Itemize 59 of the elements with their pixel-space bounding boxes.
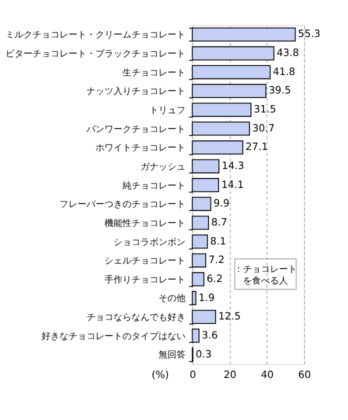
bar [192,27,296,42]
bar [192,196,212,211]
y-tick-label: パンワークチョコレート [85,124,186,135]
bar [192,84,266,98]
annotation: ：チョコレートを食べる人 [234,264,297,287]
bar [192,272,204,286]
x-axis-title: (%) [152,370,170,382]
bar [192,178,220,192]
y-tick-label: ガナッシュ [140,162,186,172]
y-tick-label: ショコラボンボン [113,236,186,248]
y-tick-label: 手作りチョコレート [104,274,186,286]
bar [192,290,196,306]
bar [192,46,274,60]
bar [192,65,271,80]
y-tick-label: ビターチョコレート・ブラックチョコレート [5,48,186,60]
y-tick-label: 生チョコレート [122,67,186,78]
y-tick-label: トリュフ [149,106,186,116]
x-tick-label: 40 [260,370,274,382]
y-tick-label: 純チョコレート [122,180,186,192]
y-tick-label: 無回答 [158,350,186,361]
y-tick-label: その他 [158,293,186,304]
data-label: 41.8 [272,66,296,78]
data-label: 14.1 [221,180,244,191]
data-label: 9.9 [214,198,230,210]
data-label: 27.1 [246,142,268,154]
bar [192,328,200,343]
data-label: 8.1 [210,236,226,248]
data-label: 3.6 [202,330,218,342]
x-tick-label: 20 [224,370,236,382]
x-tick-label: 0 [190,370,196,382]
data-label: 0.3 [196,349,212,360]
bar [192,216,209,230]
data-label: 43.8 [276,48,300,60]
data-label: 6.2 [206,274,223,285]
bar [192,310,216,324]
data-label: 14.3 [222,161,244,172]
bar [192,234,208,249]
y-tick-label: 好きなチョコレートのタイプはない [41,330,186,342]
data-label: 1.9 [198,292,215,304]
y-tick-label: フレーバーつきのチョコレート [59,200,186,210]
data-label: 39.5 [268,86,292,97]
data-label: 30.7 [252,123,275,134]
data-label: 12.5 [218,312,241,323]
y-tick-label: シェルチョコレート [104,256,186,267]
bar [192,102,252,117]
y-tick-label: 機能性チョコレート [104,218,186,229]
y-tick-label: ナッツ入りチョコレート [86,86,186,98]
bar [192,122,250,136]
data-label: 31.5 [254,104,276,116]
y-tick-label: ミルクチョコレート・クリームチョコレート [5,30,186,41]
x-tick-label: 60 [298,370,311,382]
y-tick-label: ホワイトチョコレート [95,144,186,154]
y-tick-label: チョコならなんでも好き [86,312,186,324]
data-label: 55.3 [298,29,320,40]
bar [192,159,220,174]
data-label: 7.2 [208,255,224,266]
data-label: 8.7 [211,217,228,228]
bar [192,140,244,154]
bar [192,253,206,268]
